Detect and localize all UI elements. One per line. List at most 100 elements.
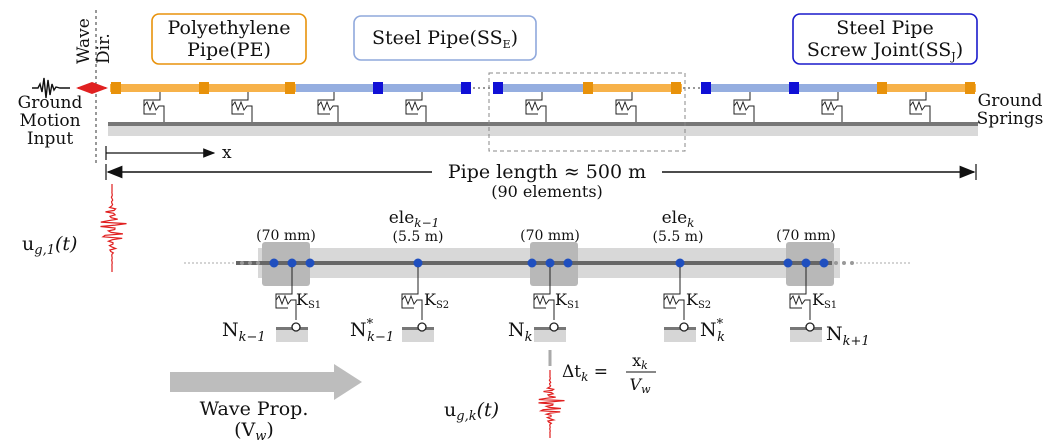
detail-spring-left-ks1-coil — [275, 286, 297, 320]
delta-equation-lhs: Δtk = — [562, 362, 608, 384]
ground-pad-left-ks2 — [402, 330, 434, 342]
detail-node-4 — [413, 258, 423, 268]
ground-strip-light — [108, 126, 978, 136]
ground-spring-1-link — [143, 106, 156, 115]
ground-spring-group — [143, 92, 931, 122]
detail-node-1 — [269, 258, 279, 268]
ground-spring-7-link — [733, 106, 746, 115]
ground-spring-4-link — [405, 106, 418, 115]
detail-spring-mid-ks1-link — [533, 300, 546, 309]
pipe-dot-right-2 — [842, 261, 846, 265]
input-signal-ugk — [538, 370, 565, 438]
detail-node-8 — [675, 258, 685, 268]
ground-motion-label-3: Input — [27, 129, 73, 149]
ground-line-dark — [108, 122, 978, 126]
top-model: Wave Dir. Ground Motion Input Ground Spr… — [18, 10, 1043, 201]
ground-pad-right-ks2 — [664, 330, 696, 342]
legend-pe-line-1: Polyethylene — [168, 17, 291, 39]
legend-sse-label: Steel Pipe(SSE) — [372, 27, 518, 51]
ground-spring-1 — [143, 92, 165, 122]
pipe-joint-3 — [285, 82, 295, 94]
zoom-box — [488, 72, 686, 152]
legend-ssj-line-1: Steel Pipe — [836, 17, 934, 39]
ground-spring-8 — [821, 92, 843, 122]
detail-spring-right-ks1-link — [789, 300, 802, 309]
node-nkm1-label: Nk−1 — [222, 319, 266, 345]
ks2-label-left: KS2 — [424, 290, 449, 311]
pipe-joint-11 — [877, 82, 887, 94]
detail-spring-left-ks1-link — [275, 300, 288, 309]
ground-spring-8-link — [821, 106, 834, 115]
pipe-segments — [110, 82, 976, 94]
pipe-segment-3 — [494, 84, 588, 92]
hinge-right-ks2 — [679, 322, 689, 332]
ks1-label-right: KS1 — [812, 290, 837, 311]
detail-node-7 — [563, 258, 573, 268]
ground-spring-4-coil — [405, 92, 427, 122]
detail-node-3 — [305, 258, 315, 268]
ground-spring-1-coil — [143, 92, 165, 122]
wave-prop-line-1: Wave Prop. — [200, 398, 309, 420]
detail-node-9 — [783, 258, 793, 268]
node-nk-label: Nk — [508, 319, 533, 345]
pipe-joint-12 — [965, 82, 975, 94]
pipe-joint-9 — [701, 82, 711, 94]
pipe-joint-1 — [111, 82, 121, 94]
pipe-joint-4 — [373, 82, 383, 94]
ground-spring-9 — [909, 92, 931, 122]
detail-spring-left-ks2 — [401, 286, 423, 320]
hinge-left-ks2 — [417, 322, 427, 332]
ground-spring-6 — [615, 92, 637, 122]
joint-size-mid: (70 mm) — [520, 228, 580, 244]
legend-ssj-line-2: Screw Joint(SSJ) — [807, 39, 963, 63]
pipe-joint-10 — [789, 82, 799, 94]
pipe-joint-7 — [583, 82, 593, 94]
ele-k-label: elek — [662, 208, 695, 230]
joint-size-left: (70 mm) — [256, 228, 316, 244]
detail-node-6 — [545, 258, 555, 268]
ele-km1-length: (5.5 m) — [393, 229, 444, 245]
detail-spring-right-ks1 — [789, 286, 811, 320]
legend-pe-box — [151, 13, 307, 65]
detail-node-2 — [287, 258, 297, 268]
input-signal-ug1 — [100, 184, 127, 272]
ground-spring-9-link — [909, 106, 922, 115]
ground-spring-2-coil — [231, 92, 253, 122]
legend-ssj-box — [792, 13, 978, 65]
pipe-joint-2 — [199, 82, 209, 94]
pipe-joint-5 — [461, 82, 471, 94]
ele-k-length: (5.5 m) — [653, 229, 704, 245]
delta-equation-den: Vw — [630, 375, 652, 396]
ele-km1-label: elek−1 — [389, 208, 440, 230]
detail-node-group — [269, 258, 829, 268]
ks1-label-mid: KS1 — [555, 290, 580, 311]
elements-note: (90 elements) — [491, 182, 603, 201]
detail-spring-right-ks2-coil — [663, 286, 685, 320]
detail-spring-mid-ks1 — [533, 286, 555, 320]
node-nks-label: N* k — [700, 317, 725, 345]
wave-dir-label-1: Wave — [74, 18, 94, 64]
ground-spring-2-link — [231, 106, 244, 115]
ground-pad-right-ks1 — [790, 330, 822, 342]
ground-motion-label-1: Ground — [18, 93, 83, 113]
pipe-dot-left-3 — [256, 261, 260, 265]
ug1-label: ug,1(t) — [22, 233, 77, 258]
legend-sse-box — [353, 15, 537, 61]
detail-node-5 — [527, 258, 537, 268]
pipe-dot-left-2 — [248, 261, 252, 265]
ks1-label-left: KS1 — [296, 290, 321, 311]
ug1-waveform — [100, 184, 127, 272]
ground-spring-6-link — [615, 106, 628, 115]
ground-spring-4 — [405, 92, 427, 122]
detail-spring-left-ks2-coil — [401, 286, 423, 320]
pipe-joint-6 — [493, 82, 503, 94]
x-axis-label: x — [222, 143, 232, 163]
detail-spring-mid-ks1-coil — [533, 286, 555, 320]
ground-spring-3-coil — [317, 92, 339, 122]
detail-node-11 — [819, 258, 829, 268]
detail-spring-group — [275, 267, 822, 342]
wave-propagation-arrow — [170, 364, 362, 400]
ground-motion-label-2: Motion — [19, 111, 80, 131]
detail-spring-right-ks2-link — [663, 300, 676, 309]
